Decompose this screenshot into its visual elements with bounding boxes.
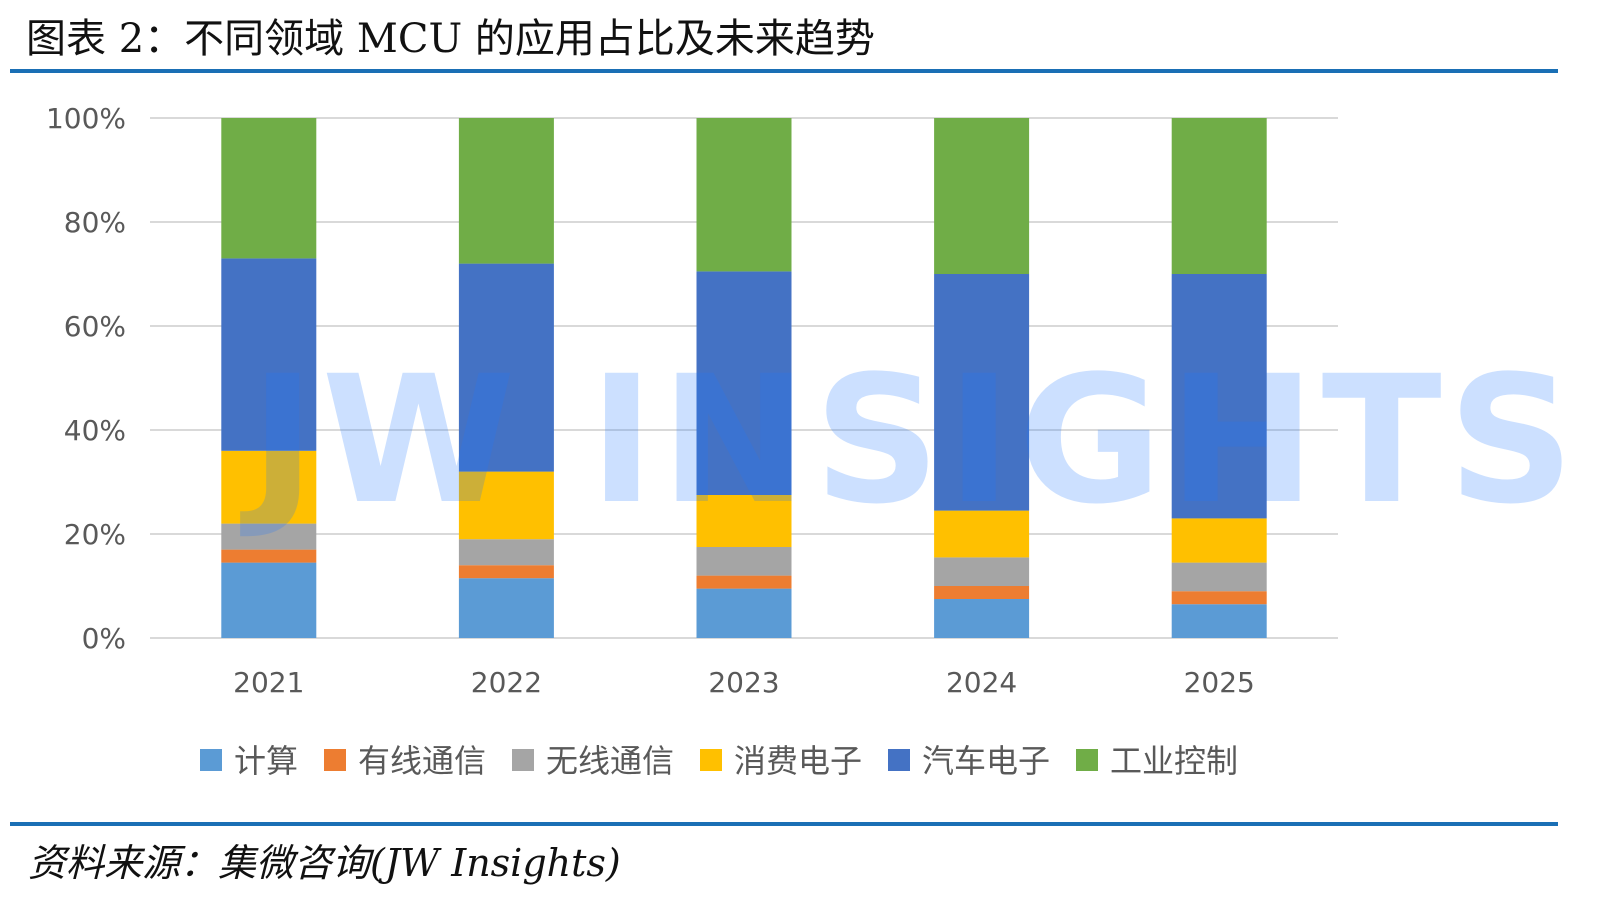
bar-segment — [1171, 562, 1267, 592]
bar-segment — [934, 599, 1030, 638]
bar-segment — [1171, 274, 1267, 519]
bar-segment — [1171, 604, 1267, 638]
bar-segment — [221, 450, 317, 524]
x-tick-label: 2025 — [1184, 666, 1255, 699]
bar-segment — [221, 549, 317, 563]
bar-segment — [934, 586, 1030, 599]
bar-segment — [934, 118, 1030, 274]
legend-item: 无线通信 — [512, 742, 674, 780]
bar-segment — [696, 547, 792, 576]
legend-label: 消费电子 — [734, 742, 862, 780]
legend-swatch — [1076, 749, 1098, 771]
legend-swatch — [888, 749, 910, 771]
legend-item: 工业控制 — [1076, 742, 1238, 780]
bar-stack — [934, 118, 1030, 638]
legend-swatch — [700, 749, 722, 771]
y-tick-label: 20% — [64, 518, 126, 551]
bar-segment — [458, 263, 554, 472]
bar-segment — [1171, 118, 1267, 274]
y-tick-label: 40% — [64, 414, 126, 447]
bar-stack — [696, 118, 792, 638]
legend-swatch — [512, 749, 534, 771]
bar-segment — [458, 471, 554, 540]
legend-label: 工业控制 — [1110, 742, 1238, 780]
legend-label: 汽车电子 — [922, 742, 1050, 780]
y-tick-label: 80% — [64, 206, 126, 239]
legend-swatch — [200, 749, 222, 771]
x-tick-label: 2021 — [233, 666, 304, 699]
legend-label: 有线通信 — [358, 742, 486, 780]
source-note: 资料来源：集微咨询(JW Insights) — [28, 841, 621, 885]
bar-segment — [458, 118, 554, 264]
bar-segment — [1171, 591, 1267, 605]
legend-label: 无线通信 — [546, 742, 674, 780]
bars — [221, 118, 1267, 638]
legend-item: 汽车电子 — [888, 742, 1050, 780]
x-tick-label: 2024 — [946, 666, 1017, 699]
y-tick-label: 0% — [82, 622, 126, 655]
bar-segment — [458, 565, 554, 579]
y-axis-tick-labels: 0% 20% 40% 60% 80% 100% — [46, 102, 126, 655]
stacked-bar-chart: 0%20%40%60%80%100% 2021 2022 2023 2024 2025 … — [46, 102, 1338, 780]
bar-segment — [934, 557, 1030, 586]
top-divider — [10, 69, 1558, 73]
bar-segment — [458, 539, 554, 566]
bar-segment — [221, 523, 317, 550]
bar-segment — [221, 118, 317, 259]
figure-title: 图表 2：不同领域 MCU 的应用占比及未来趋势 — [26, 16, 875, 62]
legend-item: 消费电子 — [700, 742, 862, 780]
bar-segment — [696, 495, 792, 547]
legend-label: 计算 — [234, 742, 298, 780]
bar-segment — [458, 578, 554, 638]
x-tick-label: 2022 — [471, 666, 542, 699]
legend-swatch — [324, 749, 346, 771]
bar-segment — [696, 575, 792, 589]
bar-segment — [1171, 518, 1267, 563]
bar-stack — [1171, 118, 1267, 638]
bar-segment — [221, 562, 317, 638]
legend-item: 计算 — [200, 742, 298, 780]
bar-stack — [458, 118, 554, 638]
bar-segment — [696, 588, 792, 638]
bar-segment — [934, 274, 1030, 511]
legend-item: 有线通信 — [324, 742, 486, 780]
legend: 计算 有线通信 无线通信 消费电子 汽车电子 工业控制 — [200, 742, 1238, 780]
x-tick-label: 2023 — [708, 666, 779, 699]
x-axis-tick-labels: 2021 2022 2023 2024 2025 — [233, 666, 1255, 699]
bar-segment — [221, 258, 317, 451]
bar-stack — [221, 118, 317, 638]
bar-segment — [696, 118, 792, 272]
y-tick-label: 60% — [64, 310, 126, 343]
bottom-divider — [10, 822, 1558, 826]
bar-segment — [696, 271, 792, 495]
bar-segment — [934, 510, 1030, 558]
y-tick-label: 100% — [46, 102, 126, 135]
